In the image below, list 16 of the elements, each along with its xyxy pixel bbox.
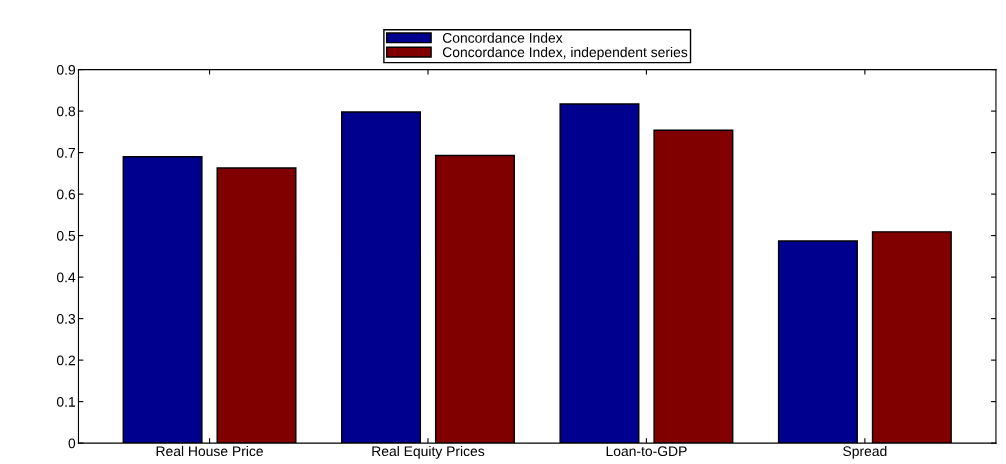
x-tick-label: Loan-to-GDP <box>606 446 687 457</box>
legend-label: Concordance Index, independent series <box>442 46 688 60</box>
y-tick-label: 0.7 <box>56 147 75 158</box>
y-tick-label: 0.6 <box>56 189 76 200</box>
x-tick-label: Real Equity Prices <box>372 445 485 459</box>
y-tick-label: 0.9 <box>56 64 76 75</box>
y-tick-label: 0.3 <box>56 313 76 324</box>
y-tick-label: 0.4 <box>56 272 76 283</box>
x-tick-label: Real House Price <box>156 445 263 457</box>
y-tick-label: 0.2 <box>56 355 75 366</box>
legend-label: Concordance Index <box>442 32 563 43</box>
y-tick-label: 0.8 <box>56 106 76 117</box>
y-tick-label: 0.5 <box>56 230 76 241</box>
x-tick-label: Spread <box>843 445 887 459</box>
y-tick-label: 0 <box>68 438 76 449</box>
y-tick-label: 0.1 <box>56 396 76 407</box>
